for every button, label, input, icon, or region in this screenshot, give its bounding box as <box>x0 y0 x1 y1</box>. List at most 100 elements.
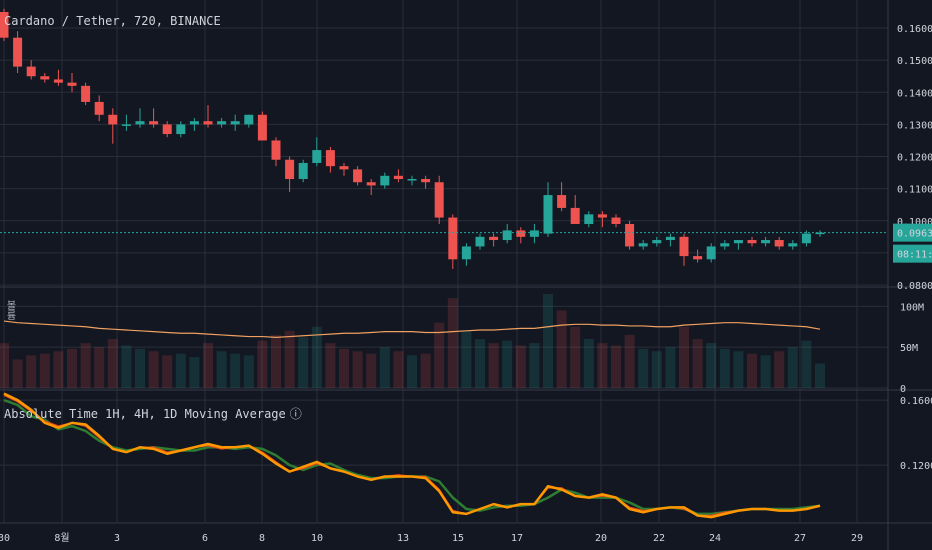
info-icon[interactable]: ⓘ <box>289 407 302 421</box>
volume-bars <box>0 294 825 388</box>
volume-bar <box>815 363 825 388</box>
candle-body <box>94 101 104 115</box>
volume-bar <box>801 340 812 388</box>
candle-body <box>380 175 390 186</box>
candle-body <box>706 246 716 260</box>
time-tick-label: 17 <box>511 533 523 544</box>
candle-body <box>461 246 471 260</box>
candle-body <box>285 159 295 180</box>
volume-bar <box>379 347 390 388</box>
axes: 0.160000.150000.140000.130000.120000.110… <box>0 24 932 544</box>
volume-bar <box>747 353 757 388</box>
volume-bar <box>529 343 540 388</box>
volume-bar <box>243 355 254 388</box>
volume-bar <box>665 347 676 388</box>
candle-body <box>108 114 118 125</box>
volume-bar <box>352 351 363 388</box>
volume-bar <box>502 340 513 388</box>
candle-body <box>801 233 811 244</box>
time-tick-label: 20 <box>595 533 607 544</box>
volume-moving-average-line <box>3 320 821 338</box>
time-tick-label: 22 <box>653 533 665 544</box>
volume-bar <box>447 298 458 388</box>
candle-body <box>638 243 648 247</box>
indicator-tick-label: 0.1200 <box>900 461 932 472</box>
candle-body <box>788 243 798 247</box>
current-price-badge <box>893 223 932 242</box>
time-tick-label: 8월 <box>54 532 69 544</box>
volume-bar <box>189 356 200 388</box>
candle-body <box>312 150 322 163</box>
time-tick-label: 6 <box>202 533 208 544</box>
volume-bar <box>543 294 553 388</box>
volume-bar <box>298 337 309 388</box>
current-price-label: 0.09634 <box>897 229 932 240</box>
candle-body <box>774 240 784 247</box>
volume-bar <box>570 326 581 388</box>
chart-title: Cardano / Tether, 720, BINANCE <box>4 14 221 28</box>
volume-bar <box>284 330 295 388</box>
candle-body <box>67 82 77 86</box>
candle-body <box>529 230 539 237</box>
time-tick-label: 30 <box>0 533 10 544</box>
volume-bar <box>80 343 91 388</box>
candle-body <box>13 37 23 67</box>
volume-bar <box>311 326 322 388</box>
candle-body <box>244 114 254 125</box>
volume-bar <box>774 351 785 388</box>
candle-body <box>679 236 689 257</box>
time-tick-label: 27 <box>794 533 806 544</box>
candle-body <box>693 256 703 260</box>
volume-bar <box>162 355 173 388</box>
candle-body <box>81 85 91 102</box>
indicator-title: Absolute Time 1H, 4H, 1D Moving Average <box>4 407 286 421</box>
volume-bar <box>787 347 798 388</box>
candle-body <box>625 223 635 247</box>
candle-body <box>189 121 199 125</box>
candle-body <box>665 236 675 241</box>
volume-bar <box>0 343 9 388</box>
candle-body <box>597 214 607 218</box>
volume-bar <box>26 355 37 388</box>
ma-line <box>3 392 821 519</box>
candle-body <box>40 76 50 80</box>
volume-bar <box>216 351 227 388</box>
volume-tick-label: 100M <box>900 302 924 313</box>
candle-body <box>543 195 553 234</box>
volume-bar <box>624 334 635 388</box>
volume-bar <box>733 351 744 388</box>
volume-bar <box>475 339 485 388</box>
volume-bar <box>67 348 77 388</box>
candle-body <box>257 114 267 141</box>
candle-body <box>393 175 403 180</box>
volume-bar <box>611 345 621 388</box>
candle-body <box>720 243 730 247</box>
candle-body <box>652 240 662 244</box>
candle-body <box>149 121 159 125</box>
volume-bar <box>679 326 689 388</box>
candle-body <box>271 140 281 160</box>
candle-body <box>815 232 825 235</box>
volume-bar <box>366 353 377 388</box>
countdown-badge <box>893 244 932 263</box>
volume-bar <box>583 339 594 388</box>
volume-bar <box>706 343 717 388</box>
volume-bar <box>257 340 268 388</box>
volume-bar <box>434 322 445 388</box>
volume-bar <box>638 348 649 388</box>
volume-bar <box>556 310 567 388</box>
volume-bar <box>271 334 281 388</box>
volume-bar <box>107 339 118 388</box>
volume-bar <box>597 343 608 388</box>
candle-body <box>557 195 567 208</box>
